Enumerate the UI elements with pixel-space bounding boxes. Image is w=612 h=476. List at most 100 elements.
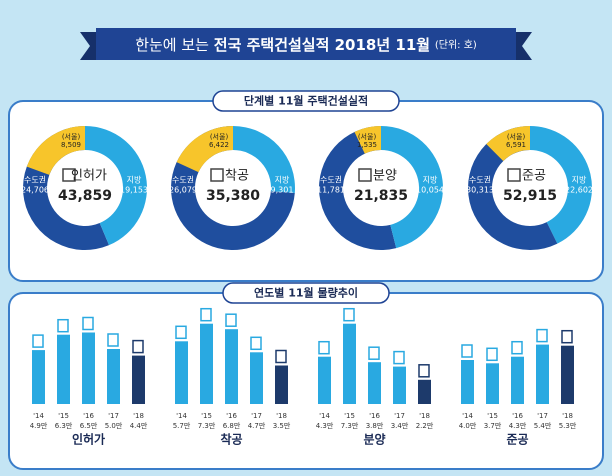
value-label: 10,054 [416, 186, 444, 195]
value-label: 3.5만 [273, 421, 291, 430]
x-tick-label: '18 [419, 412, 430, 420]
donut-segment [467, 126, 558, 251]
bar-icon [536, 328, 548, 343]
donut-label: 분양 [373, 169, 397, 184]
bar-icon [225, 313, 237, 327]
x-tick-label: '16 [83, 412, 94, 420]
bar [225, 329, 238, 404]
bar-icon [57, 318, 69, 333]
bar [132, 355, 145, 404]
value-label: 11,781 [317, 186, 345, 195]
legend-label: (서울) [358, 132, 377, 141]
bar [511, 356, 524, 404]
value-label: 6,591 [506, 141, 526, 149]
icon [507, 168, 521, 182]
bar [418, 379, 431, 404]
x-tick-label: '14 [462, 412, 473, 420]
stage-title: 단계별 11월 주택건설실적 [244, 94, 368, 108]
value-label: 19,153 [120, 186, 148, 195]
donut-label: 착공 [225, 169, 249, 184]
donut-segment [319, 126, 397, 250]
legend-label: 수도권 [320, 175, 342, 185]
bar-icon [486, 347, 498, 362]
bar-icon [343, 307, 355, 322]
bar [57, 334, 70, 404]
trend-title: 연도별 11월 물량추이 [254, 286, 358, 300]
bar [343, 323, 356, 404]
x-tick-label: '17 [251, 412, 262, 420]
group-title: 인허가 [72, 432, 105, 447]
donut-total: 35,380 [206, 188, 260, 204]
bar-icon [511, 340, 523, 355]
title-unit: (단위: 호) [435, 38, 477, 51]
legend-label: (서울) [210, 132, 229, 141]
x-tick-label: '15 [487, 412, 498, 420]
legend-label: 지방 [275, 175, 290, 185]
value-label: 6.5만 [80, 421, 98, 430]
value-label: 5.4만 [534, 421, 552, 430]
trend-header [222, 282, 390, 304]
ribbon-end [512, 32, 532, 60]
legend-label: 지방 [572, 175, 587, 185]
bar [82, 332, 95, 404]
stage-header [212, 90, 400, 112]
value-label: 4.3만 [316, 421, 334, 430]
donut-segment [381, 126, 443, 249]
bar [536, 344, 549, 404]
bar [486, 363, 499, 404]
x-tick-label: '17 [394, 412, 405, 420]
donut-segment [176, 126, 233, 173]
x-tick-label: '14 [33, 412, 44, 420]
value-label: 5.7만 [173, 421, 191, 430]
bar-icon [561, 329, 573, 344]
legend-label: 지방 [127, 175, 142, 185]
value-label: 4.4만 [130, 421, 148, 430]
bar [561, 345, 574, 404]
bar-icon [318, 340, 330, 355]
bar [275, 365, 288, 404]
donut-segment [233, 126, 295, 194]
value-label: 4.0만 [459, 421, 477, 430]
x-tick-label: '18 [133, 412, 144, 420]
donut-label: 준공 [522, 169, 546, 184]
x-tick-label: '16 [226, 412, 237, 420]
legend-label: 지방 [423, 175, 438, 185]
donut-segment [486, 126, 530, 162]
value-label: 8,509 [61, 141, 81, 149]
bar-icon [82, 316, 94, 331]
legend-label: (서울) [507, 132, 526, 141]
donut-segment [26, 126, 85, 175]
banner [96, 28, 516, 60]
value-label: 2.2만 [416, 421, 434, 430]
x-tick-label: '18 [562, 412, 573, 420]
bar [250, 352, 263, 404]
icon [358, 168, 372, 182]
value-label: 3.7만 [484, 421, 502, 430]
x-tick-label: '17 [108, 412, 119, 420]
donut-segment [85, 126, 147, 246]
value-label: 4.9만 [30, 421, 48, 430]
bar-icon [250, 336, 262, 351]
bar [368, 362, 381, 404]
value-label: 7.3만 [341, 421, 359, 430]
title-prefix: 한눈에 보는 [135, 36, 209, 54]
value-label: 7.3만 [198, 421, 216, 430]
value-label: 6,422 [209, 141, 229, 149]
donut-total: 21,835 [354, 188, 408, 204]
value-label: 6.3만 [55, 421, 73, 430]
value-label: 5.3만 [559, 421, 577, 430]
donut-label: 인허가 [71, 169, 107, 184]
x-tick-label: '16 [512, 412, 523, 420]
legend-label: 수도권 [469, 175, 491, 185]
donut-segment [530, 126, 592, 244]
bar [200, 323, 213, 404]
bar [461, 360, 474, 404]
x-tick-label: '14 [319, 412, 330, 420]
value-label: 30,313 [466, 186, 494, 195]
value-label: 22,602 [565, 186, 593, 195]
value-label: 1,535 [357, 141, 377, 149]
bar [318, 356, 331, 404]
bar-icon [132, 339, 144, 354]
value-label: 24,706 [21, 186, 49, 195]
